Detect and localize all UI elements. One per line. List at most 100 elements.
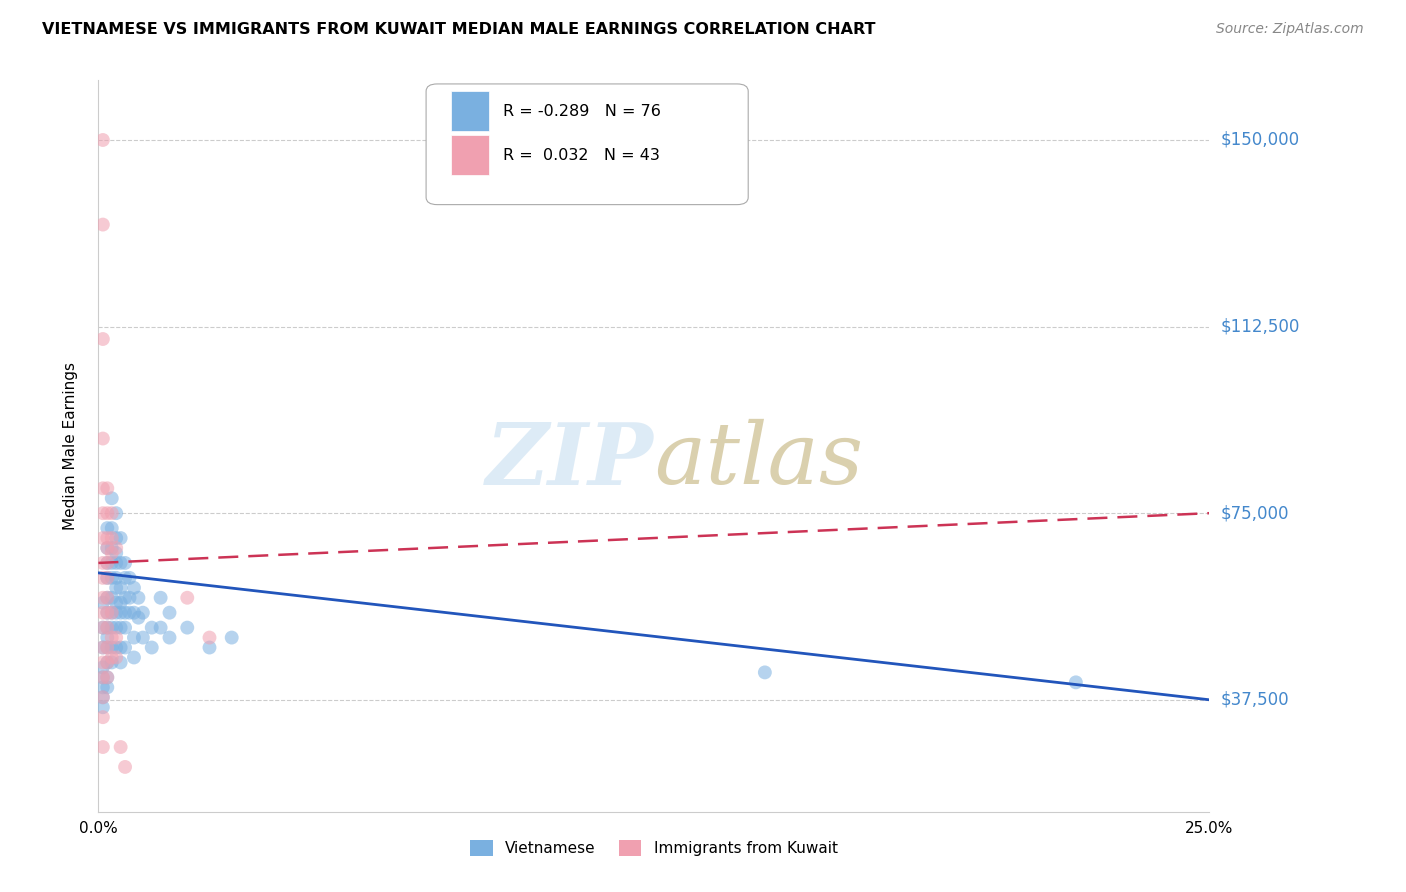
Text: VIETNAMESE VS IMMIGRANTS FROM KUWAIT MEDIAN MALE EARNINGS CORRELATION CHART: VIETNAMESE VS IMMIGRANTS FROM KUWAIT MED…: [42, 22, 876, 37]
Point: [96, 621, 118, 635]
Point: [100, 606, 122, 620]
Point: [114, 621, 136, 635]
Point: [96, 571, 118, 585]
Point: [96, 591, 118, 605]
Point: [91, 670, 114, 684]
Point: [176, 591, 198, 605]
Point: [91, 681, 114, 695]
Point: [105, 531, 128, 545]
Point: [176, 621, 198, 635]
Point: [100, 491, 122, 506]
Point: [100, 506, 122, 520]
Point: [105, 621, 128, 635]
Point: [110, 596, 132, 610]
Point: [127, 591, 149, 605]
Point: [114, 606, 136, 620]
Point: [118, 606, 141, 620]
Text: $37,500: $37,500: [1220, 690, 1289, 709]
Point: [91, 506, 114, 520]
Text: $75,000: $75,000: [1220, 504, 1289, 522]
Point: [105, 546, 128, 560]
Point: [114, 556, 136, 570]
Point: [91, 621, 114, 635]
Point: [127, 610, 149, 624]
Point: [96, 571, 118, 585]
Point: [132, 631, 155, 645]
Point: [110, 656, 132, 670]
Point: [96, 541, 118, 555]
Point: [105, 640, 128, 655]
Point: [149, 621, 172, 635]
Point: [122, 606, 145, 620]
Point: [91, 690, 114, 705]
Point: [100, 591, 122, 605]
Point: [198, 640, 221, 655]
Point: [122, 650, 145, 665]
FancyBboxPatch shape: [426, 84, 748, 204]
Point: [91, 710, 114, 724]
Point: [100, 631, 122, 645]
Point: [132, 606, 155, 620]
Point: [105, 631, 128, 645]
Point: [110, 621, 132, 635]
Y-axis label: Median Male Earnings: Median Male Earnings: [63, 362, 77, 530]
Point: [100, 640, 122, 655]
Point: [159, 631, 181, 645]
Point: [91, 640, 114, 655]
Point: [105, 581, 128, 595]
Point: [96, 631, 118, 645]
Point: [91, 571, 114, 585]
Point: [91, 670, 114, 684]
Point: [754, 665, 776, 680]
Point: [91, 660, 114, 674]
Point: [105, 596, 128, 610]
Point: [122, 581, 145, 595]
Point: [110, 531, 132, 545]
Point: [91, 591, 114, 605]
Point: [100, 571, 122, 585]
Text: $150,000: $150,000: [1220, 131, 1299, 149]
Text: R = -0.289   N = 76: R = -0.289 N = 76: [503, 103, 661, 119]
Point: [100, 621, 122, 635]
Point: [122, 631, 145, 645]
Text: ZIP: ZIP: [486, 419, 654, 502]
Point: [1064, 675, 1087, 690]
Point: [114, 640, 136, 655]
Point: [96, 640, 118, 655]
Text: Source: ZipAtlas.com: Source: ZipAtlas.com: [1216, 22, 1364, 37]
Bar: [450, 91, 489, 131]
Point: [100, 606, 122, 620]
Point: [96, 656, 118, 670]
Point: [110, 739, 132, 754]
Point: [110, 606, 132, 620]
Point: [96, 670, 118, 684]
Point: [91, 332, 114, 346]
Point: [100, 650, 122, 665]
Point: [105, 541, 128, 555]
Point: [114, 760, 136, 774]
Bar: [450, 136, 489, 176]
Legend: Vietnamese, Immigrants from Kuwait: Vietnamese, Immigrants from Kuwait: [464, 834, 844, 863]
Point: [96, 521, 118, 535]
Point: [96, 506, 118, 520]
Point: [96, 541, 118, 555]
Point: [91, 481, 114, 495]
Point: [105, 650, 128, 665]
Point: [100, 556, 122, 570]
Point: [91, 606, 114, 620]
Text: atlas: atlas: [654, 419, 863, 502]
Point: [105, 571, 128, 585]
Point: [149, 591, 172, 605]
Point: [100, 521, 122, 535]
Point: [91, 133, 114, 147]
Point: [114, 571, 136, 585]
Point: [91, 556, 114, 570]
Point: [96, 606, 118, 620]
Point: [105, 556, 128, 570]
Point: [96, 670, 118, 684]
Point: [96, 591, 118, 605]
Point: [118, 571, 141, 585]
Point: [100, 546, 122, 560]
Point: [221, 631, 243, 645]
Point: [91, 432, 114, 446]
